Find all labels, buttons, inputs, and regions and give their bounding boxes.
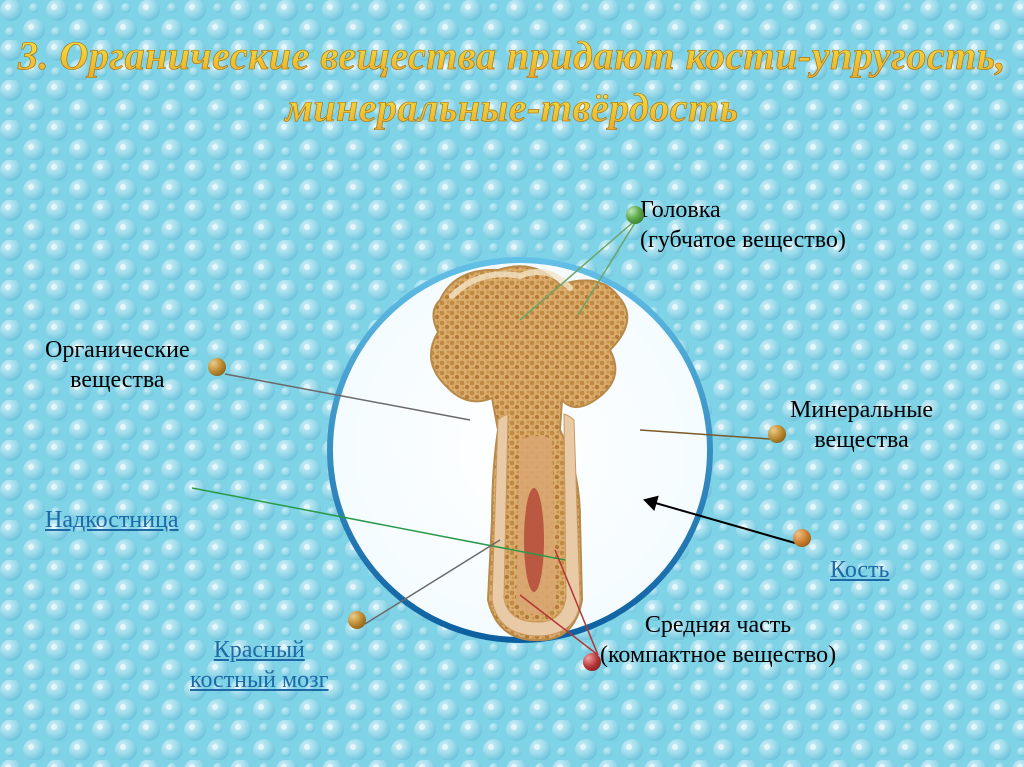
link-bone[interactable]: Кость bbox=[830, 557, 890, 583]
label-bone[interactable]: Кость bbox=[830, 525, 890, 585]
bullet-marrow-icon bbox=[348, 611, 366, 629]
label-periosteum[interactable]: Надкостница bbox=[45, 475, 179, 535]
title-line-1: 3. Органические вещества придают кости-у… bbox=[0, 30, 1024, 82]
slide-title: 3. Органические вещества придают кости-у… bbox=[0, 30, 1024, 134]
bullet-bone-icon bbox=[793, 529, 811, 547]
label-marrow[interactable]: Красный костный мозг bbox=[190, 605, 329, 695]
link-marrow[interactable]: Красный костный мозг bbox=[190, 637, 329, 693]
label-organic: Органические вещества bbox=[45, 335, 190, 395]
link-periosteum[interactable]: Надкостница bbox=[45, 507, 179, 533]
label-shaft: Средняя часть (компактное вещество) bbox=[600, 610, 836, 670]
bullet-shaft-icon bbox=[583, 653, 601, 671]
bullet-head-icon bbox=[626, 206, 644, 224]
slide-stage: 3. Органические вещества придают кости-у… bbox=[0, 0, 1024, 767]
label-head: Головка (губчатое вещество) bbox=[640, 195, 846, 255]
bullet-organic-icon bbox=[208, 358, 226, 376]
bullet-mineral-icon bbox=[768, 425, 786, 443]
title-line-2: минеральные-твёрдость bbox=[0, 82, 1024, 134]
label-mineral: Минеральные вещества bbox=[790, 395, 933, 455]
